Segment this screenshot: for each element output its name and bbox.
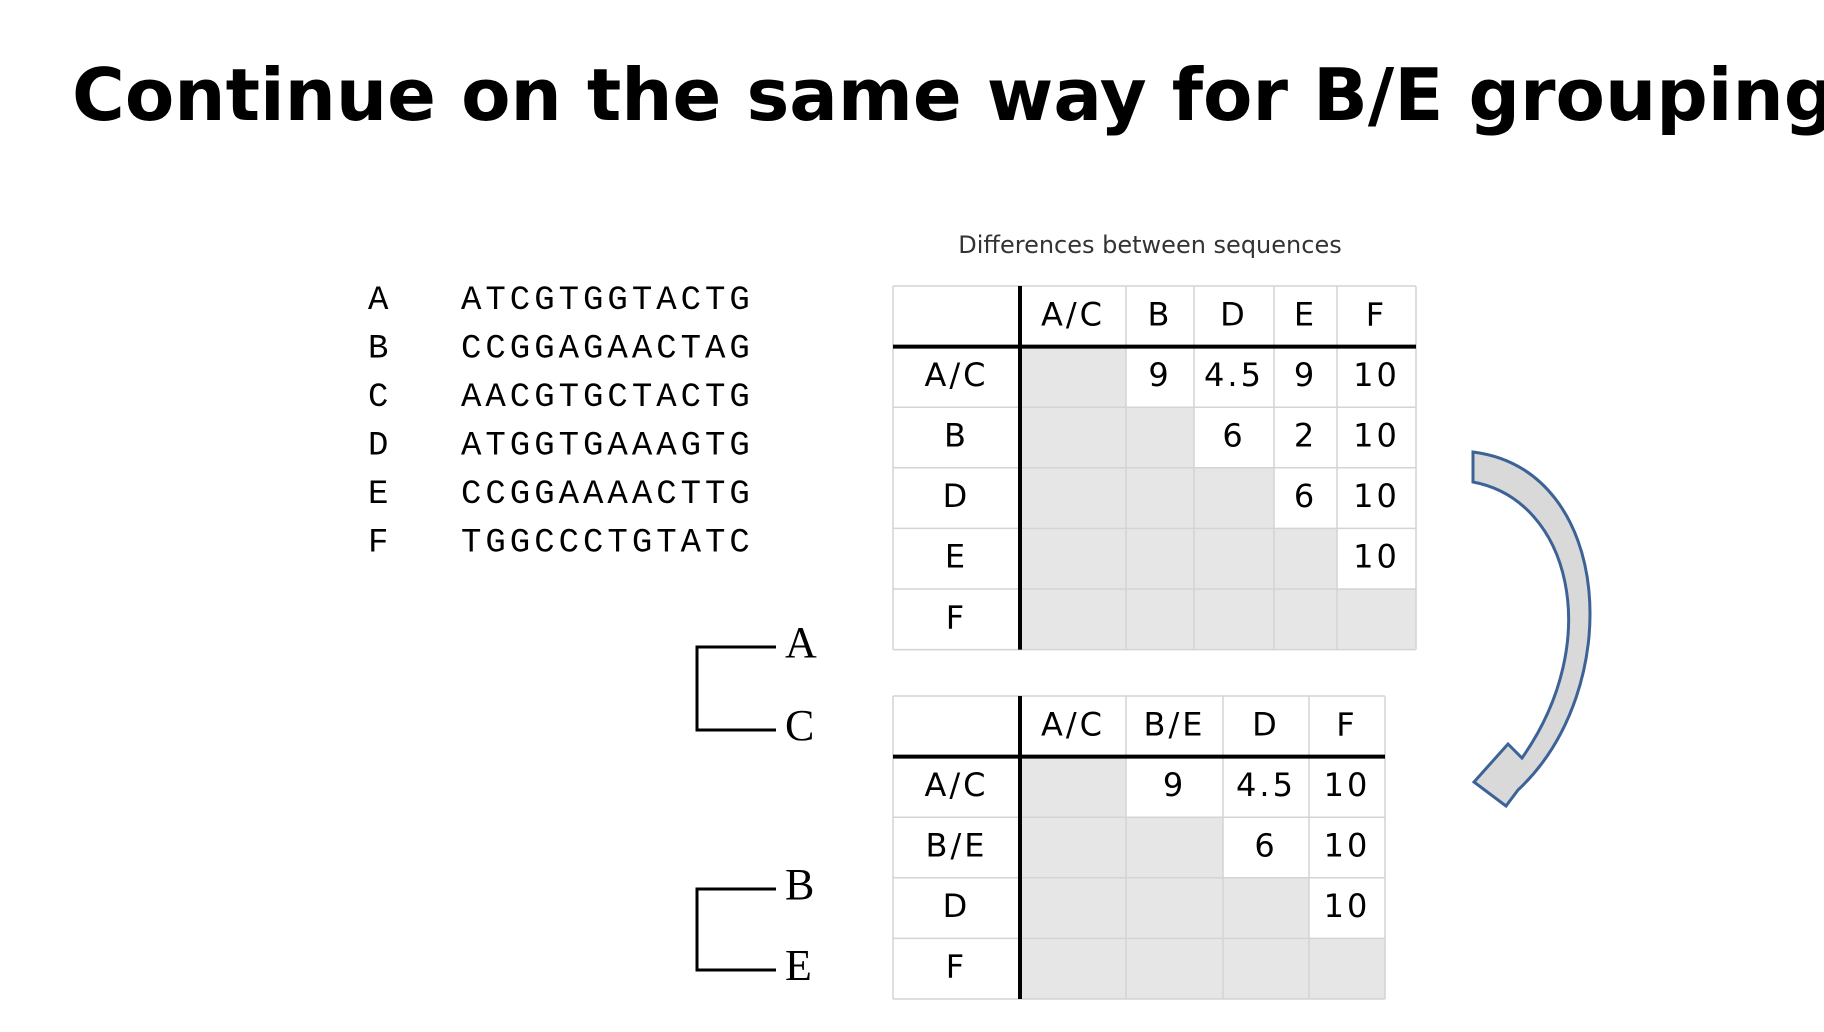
cell-value: 10 <box>1324 827 1371 865</box>
sequence-label: C <box>368 379 392 417</box>
cell-value: 4.5 <box>1236 766 1296 804</box>
column-header: D <box>1252 705 1280 743</box>
sequence: ATGGTGAAAGTG <box>461 427 754 465</box>
matrix-caption: Differences between sequences <box>958 231 1341 259</box>
column-header: D <box>1220 295 1248 333</box>
cell-value: 4.5 <box>1204 356 1264 394</box>
empty-cell <box>1223 877 1309 939</box>
column-header: F <box>1336 705 1357 743</box>
empty-cell <box>1020 528 1126 589</box>
empty-cell <box>1020 467 1126 529</box>
tree-leaf: A <box>785 618 817 667</box>
row-header: B/E <box>926 827 988 865</box>
empty-cell <box>1194 467 1274 529</box>
column-header: B/E <box>1144 705 1206 743</box>
cell-value: 10 <box>1324 887 1371 925</box>
tree-leaf: C <box>785 701 814 750</box>
empty-cell <box>1126 938 1223 999</box>
cell-value: 10 <box>1353 538 1400 576</box>
slide-title: Continue on the same way for B/E groupin… <box>72 53 1824 137</box>
cell-value: 10 <box>1324 766 1371 804</box>
cell-value: 6 <box>1254 827 1277 865</box>
column-header: A/C <box>1041 295 1105 333</box>
empty-cell <box>1020 589 1126 650</box>
row-header: D <box>943 887 971 925</box>
row-header: F <box>946 948 967 986</box>
sequence-label: F <box>368 524 392 562</box>
empty-cell <box>1309 938 1385 999</box>
cell-value: 9 <box>1148 356 1171 394</box>
row-header: A/C <box>924 356 988 394</box>
cell-value: 9 <box>1294 356 1317 394</box>
cell-value: 10 <box>1353 356 1400 394</box>
empty-cell <box>1126 877 1223 939</box>
empty-cell <box>1194 589 1274 650</box>
sequence: CCGGAGAACTAG <box>461 330 754 368</box>
empty-cell <box>1274 589 1337 650</box>
sequence-label: D <box>368 427 392 465</box>
empty-cell <box>1126 407 1194 468</box>
sequence-label: B <box>368 330 392 368</box>
sequence: ATCGTGGTACTG <box>461 282 754 320</box>
empty-cell <box>1020 346 1126 408</box>
sequence: TGGCCCTGTATC <box>461 524 754 562</box>
cell-value: 10 <box>1353 477 1400 515</box>
row-header: E <box>945 538 968 576</box>
empty-cell <box>1020 756 1126 818</box>
row-header: B <box>944 417 969 455</box>
empty-cell <box>1274 528 1337 589</box>
sequence-label: A <box>368 282 392 320</box>
row-header: A/C <box>924 766 988 804</box>
cell-value: 9 <box>1163 766 1186 804</box>
empty-cell <box>1020 877 1126 939</box>
column-header: F <box>1366 295 1387 333</box>
row-header: D <box>943 477 971 515</box>
tree-leaf: B <box>785 860 814 909</box>
empty-cell <box>1126 589 1194 650</box>
tree-leaf: E <box>785 941 812 990</box>
sequence-label: E <box>368 476 392 514</box>
empty-cell <box>1126 817 1223 878</box>
empty-cell <box>1020 817 1126 878</box>
tree-branch <box>695 645 776 732</box>
sequence: AACGTGCTACTG <box>461 379 754 417</box>
empty-cell <box>1020 407 1126 468</box>
cell-value: 2 <box>1294 417 1317 455</box>
empty-cell <box>1194 528 1274 589</box>
column-header: B <box>1148 295 1173 333</box>
sequence: CCGGAAAACTTG <box>461 476 754 514</box>
row-header: F <box>946 598 967 636</box>
cell-value: 6 <box>1222 417 1245 455</box>
column-header: E <box>1294 295 1317 333</box>
curved-arrow <box>1471 450 1592 809</box>
empty-cell <box>1020 938 1126 999</box>
tree-branch <box>695 887 776 972</box>
empty-cell <box>1126 467 1194 529</box>
cell-value: 6 <box>1294 477 1317 515</box>
empty-cell <box>1337 589 1416 650</box>
column-header: A/C <box>1041 705 1105 743</box>
empty-cell <box>1126 528 1194 589</box>
cell-value: 10 <box>1353 417 1400 455</box>
empty-cell <box>1223 938 1309 999</box>
